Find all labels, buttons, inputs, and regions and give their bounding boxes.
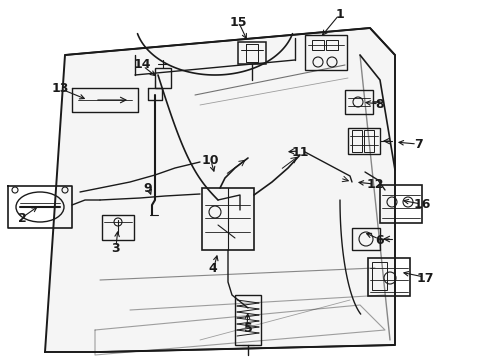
Polygon shape bbox=[45, 28, 395, 352]
Text: 7: 7 bbox=[414, 139, 422, 152]
Bar bbox=[312, 40, 324, 50]
Text: 8: 8 bbox=[376, 99, 384, 112]
Text: 13: 13 bbox=[51, 81, 69, 94]
Text: 3: 3 bbox=[111, 242, 119, 255]
Bar bbox=[238, 42, 266, 64]
Text: 16: 16 bbox=[413, 198, 431, 211]
Bar bbox=[372, 262, 387, 290]
Text: 14: 14 bbox=[133, 58, 151, 72]
Text: 17: 17 bbox=[416, 271, 434, 284]
Bar bbox=[352, 130, 362, 152]
Bar bbox=[305, 35, 347, 70]
Text: 4: 4 bbox=[209, 261, 218, 274]
Bar bbox=[102, 215, 134, 240]
Text: 1: 1 bbox=[336, 8, 344, 21]
Bar bbox=[368, 258, 410, 296]
Bar bbox=[364, 130, 374, 152]
Text: 5: 5 bbox=[244, 321, 252, 334]
Bar bbox=[345, 90, 373, 114]
Text: 9: 9 bbox=[144, 181, 152, 194]
Bar bbox=[380, 185, 422, 223]
Bar bbox=[326, 40, 338, 50]
Text: 6: 6 bbox=[376, 234, 384, 247]
Bar bbox=[235, 295, 261, 345]
Bar bbox=[352, 228, 380, 250]
Text: 15: 15 bbox=[229, 15, 247, 28]
Text: 11: 11 bbox=[291, 145, 309, 158]
Bar bbox=[202, 188, 254, 250]
Text: 10: 10 bbox=[201, 153, 219, 166]
Bar bbox=[348, 128, 380, 154]
Text: 2: 2 bbox=[18, 211, 26, 225]
Text: 12: 12 bbox=[366, 179, 384, 192]
Bar bbox=[155, 68, 171, 88]
